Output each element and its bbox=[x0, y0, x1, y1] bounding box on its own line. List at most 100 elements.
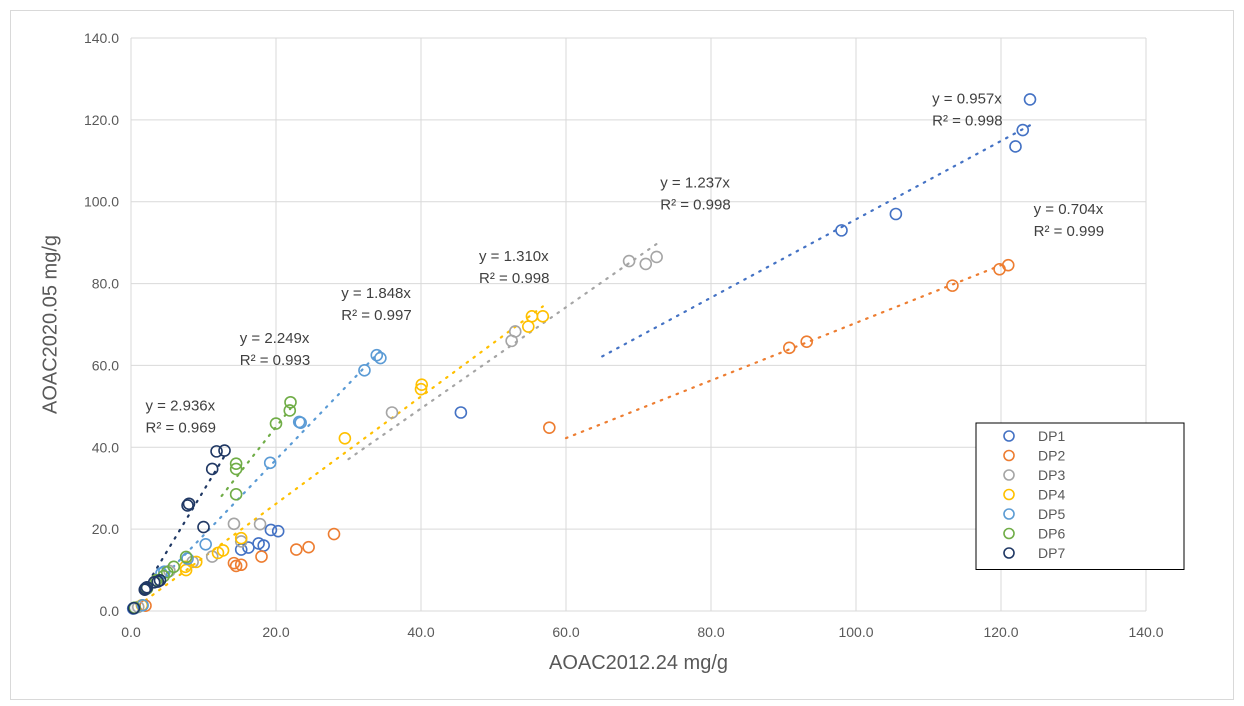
y-axis-title: AOAC2020.05 mg/g bbox=[39, 235, 61, 414]
legend-label-dp6: DP6 bbox=[1038, 526, 1065, 542]
legend-label-dp3: DP3 bbox=[1038, 467, 1065, 483]
trend-r-squared: R² = 0.998 bbox=[479, 270, 549, 287]
legend-label-dp2: DP2 bbox=[1038, 448, 1065, 464]
point-dp3 bbox=[385, 406, 399, 419]
y-tick-label: 40.0 bbox=[92, 439, 119, 455]
y-tick-label: 0.0 bbox=[100, 603, 120, 619]
point-dp6 bbox=[150, 574, 163, 587]
point-dp6 bbox=[269, 417, 283, 430]
point-dp6 bbox=[284, 395, 297, 409]
point-dp5 bbox=[199, 537, 212, 551]
point-dp6 bbox=[229, 457, 243, 470]
trend-r-squared: R² = 0.997 bbox=[341, 307, 411, 324]
point-dp1 bbox=[1023, 93, 1037, 106]
point-dp1 bbox=[835, 224, 848, 237]
trendline-dp1 bbox=[601, 124, 1032, 358]
point-dp2 bbox=[302, 540, 315, 554]
legend-marker-dp1 bbox=[1003, 430, 1015, 442]
point-dp1 bbox=[1016, 123, 1030, 137]
point-dp7 bbox=[218, 444, 231, 457]
y-tick-label: 100.0 bbox=[84, 194, 119, 210]
x-tick-label: 20.0 bbox=[262, 624, 289, 640]
point-dp4 bbox=[415, 378, 429, 391]
x-tick-label: 60.0 bbox=[552, 624, 579, 640]
point-dp6 bbox=[283, 404, 297, 417]
x-tick-label: 80.0 bbox=[697, 624, 724, 640]
legend-label-dp1: DP1 bbox=[1038, 428, 1065, 444]
trend-equation: y = 1.310x bbox=[479, 248, 549, 265]
point-dp5 bbox=[292, 415, 306, 429]
point-dp7 bbox=[205, 462, 219, 476]
legend-box bbox=[975, 422, 1185, 570]
trend-r-squared: R² = 0.969 bbox=[146, 419, 216, 436]
point-dp3 bbox=[622, 254, 636, 268]
point-dp7 bbox=[151, 575, 165, 588]
point-dp5 bbox=[136, 598, 149, 612]
trendline-dp7 bbox=[151, 454, 226, 577]
point-dp4 bbox=[189, 555, 203, 569]
trendline-dp5 bbox=[166, 349, 382, 575]
legend-label-dp4: DP4 bbox=[1038, 487, 1065, 503]
legend-label-dp7: DP7 bbox=[1038, 545, 1065, 561]
trend-r-squared: R² = 0.999 bbox=[1034, 223, 1104, 240]
point-dp5 bbox=[370, 348, 384, 362]
point-dp1 bbox=[271, 524, 285, 538]
point-dp6 bbox=[160, 565, 174, 579]
trend-r-squared: R² = 0.998 bbox=[660, 196, 730, 213]
chart-frame: 0.0 20.0 40.0 60.0 80.0 100.0 120.0 140.0 0.0 20.… bbox=[10, 10, 1234, 700]
point-dp6 bbox=[229, 488, 243, 501]
point-dp3 bbox=[505, 334, 518, 348]
y-tick-label: 20.0 bbox=[92, 521, 119, 537]
point-dp2 bbox=[782, 341, 796, 355]
x-axis-title: AOAC2012.24 mg/g bbox=[549, 652, 728, 674]
y-tick-label: 60.0 bbox=[92, 357, 119, 373]
legend-marker-dp2 bbox=[1003, 449, 1015, 462]
point-dp2 bbox=[255, 550, 268, 563]
point-dp2 bbox=[993, 262, 1006, 276]
point-dp1 bbox=[242, 541, 255, 554]
trend-r-squared: R² = 0.998 bbox=[932, 112, 1002, 129]
point-dp1 bbox=[454, 406, 468, 419]
point-dp4 bbox=[521, 320, 535, 333]
point-dp2 bbox=[227, 556, 241, 570]
trendline-dp3 bbox=[347, 242, 658, 461]
point-dp5 bbox=[263, 456, 277, 470]
point-dp6 bbox=[229, 462, 243, 476]
point-dp3 bbox=[253, 517, 267, 531]
point-dp7 bbox=[181, 499, 194, 512]
legend-marker-dp3 bbox=[1003, 469, 1015, 481]
trend-r-squared: R² = 0.993 bbox=[240, 352, 310, 369]
point-dp7 bbox=[182, 497, 196, 511]
trend-equation: y = 0.957x bbox=[932, 90, 1002, 107]
trendline-dp2 bbox=[564, 261, 1010, 440]
point-dp3 bbox=[639, 257, 653, 271]
point-dp4 bbox=[338, 431, 352, 445]
point-dp4 bbox=[211, 546, 225, 560]
data-points bbox=[126, 93, 1037, 615]
point-dp2 bbox=[327, 527, 341, 541]
trendline-dp6 bbox=[220, 407, 292, 498]
point-dp4 bbox=[536, 310, 550, 323]
legend-marker-dp6 bbox=[1003, 527, 1015, 540]
point-dp1 bbox=[889, 207, 903, 221]
legend-marker-dp4 bbox=[1003, 488, 1015, 501]
point-dp4 bbox=[414, 382, 428, 396]
point-dp1 bbox=[264, 523, 278, 537]
legend-marker-dp7 bbox=[1003, 547, 1015, 559]
legend: DP1 DP2 DP3 DP4 DP5 DP6 DP7 bbox=[975, 422, 1185, 570]
trend-equation: y = 2.249x bbox=[240, 330, 310, 347]
point-dp1 bbox=[1009, 140, 1022, 153]
point-dp3 bbox=[234, 535, 248, 548]
x-tick-label: 120.0 bbox=[983, 624, 1018, 640]
point-dp2 bbox=[946, 279, 959, 292]
trendlines bbox=[144, 124, 1032, 602]
scatter-chart: 0.0 20.0 40.0 60.0 80.0 100.0 120.0 140.0 0.0 20.… bbox=[39, 30, 1185, 674]
point-dp5 bbox=[358, 364, 371, 377]
trend-equation: y = 1.237x bbox=[660, 174, 730, 191]
legend-marker-dp5 bbox=[1003, 508, 1015, 520]
x-tick-label: 100.0 bbox=[838, 624, 873, 640]
point-dp7 bbox=[139, 582, 152, 595]
y-tick-label: 120.0 bbox=[84, 112, 119, 128]
x-tick-label: 0.0 bbox=[121, 624, 141, 640]
point-dp7 bbox=[210, 445, 223, 458]
